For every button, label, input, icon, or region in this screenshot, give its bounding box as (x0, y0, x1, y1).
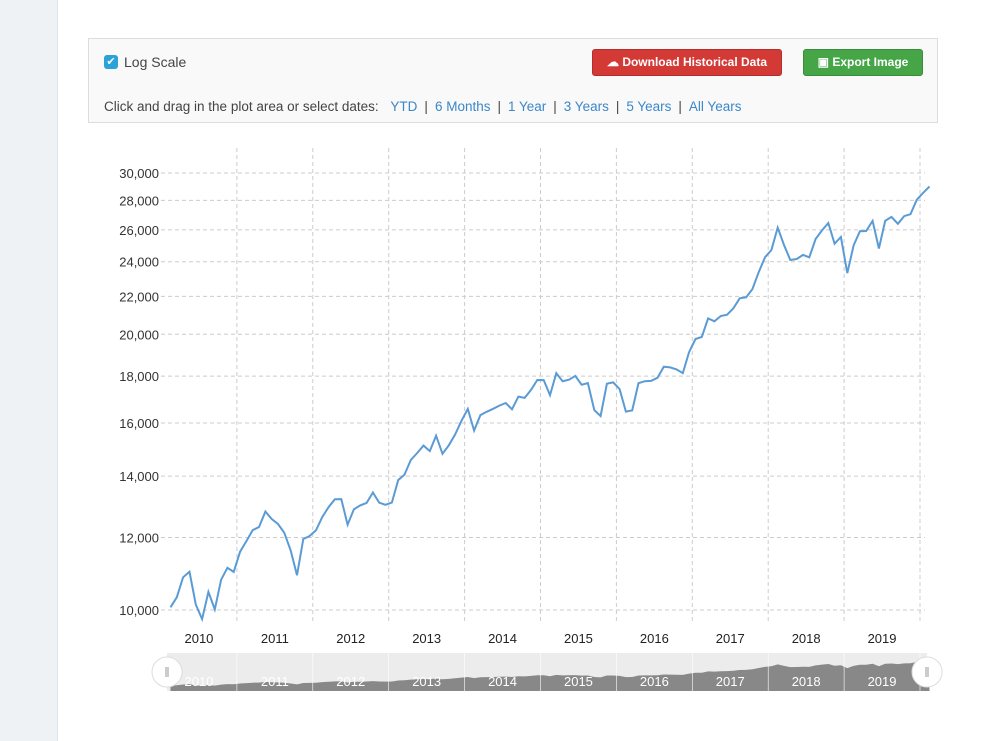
x-tick-label: 2019 (868, 631, 897, 646)
navigator-left-handle[interactable] (151, 656, 183, 688)
x-tick-label: 2018 (792, 631, 821, 646)
range-3-years[interactable]: 3 Years (563, 99, 609, 114)
x-tick-label: 2012 (336, 631, 365, 646)
y-tick-label: 22,000 (119, 289, 159, 304)
x-tick-label: 2011 (261, 631, 289, 646)
y-tick-label: 18,000 (119, 369, 159, 384)
x-tick-label: 2016 (640, 631, 669, 646)
navigator-label: 2013 (412, 674, 441, 689)
cloud-download-icon: ☁ (606, 55, 623, 69)
y-tick-label: 24,000 (119, 255, 159, 270)
navigator-label: 2016 (640, 674, 669, 689)
y-tick-label: 14,000 (119, 469, 159, 484)
left-sidebar-strip (0, 0, 58, 741)
y-tick-label: 16,000 (119, 416, 159, 431)
navigator-label: 2012 (336, 674, 365, 689)
navigator-label: 2017 (716, 674, 745, 689)
y-tick-label: 30,000 (119, 166, 159, 181)
x-tick-label: 2013 (412, 631, 441, 646)
y-tick-label: 12,000 (119, 530, 159, 545)
y-tick-label: 20,000 (119, 327, 159, 342)
navigator-label: 2010 (184, 674, 213, 689)
export-image-button[interactable]: ▣ Export Image (803, 49, 923, 76)
log-scale-checkbox[interactable]: ✔ (104, 55, 118, 69)
chart-controls-panel: ✔ Log Scale ☁ Download Historical Data ▣… (88, 38, 938, 123)
navigator-label: 2014 (488, 674, 517, 689)
navigator-area (170, 660, 930, 691)
log-scale-label: Log Scale (124, 54, 187, 70)
image-icon: ▣ (817, 55, 833, 69)
x-tick-label: 2015 (564, 631, 593, 646)
series-line (169, 185, 931, 623)
x-tick-label: 2010 (184, 631, 213, 646)
x-tick-label: 2014 (488, 631, 517, 646)
range-5-years[interactable]: 5 Years (626, 99, 672, 114)
range-6-months[interactable]: 6 Months (434, 99, 491, 114)
navigator-label: 2018 (792, 674, 821, 689)
x-tick-label: 2017 (716, 631, 745, 646)
y-tick-label: 10,000 (119, 603, 159, 618)
navigator-label: 2011 (261, 674, 289, 689)
navigator-right-handle[interactable] (911, 656, 943, 688)
navigator-label: 2019 (868, 674, 897, 689)
date-range-selector: Click and drag in the plot area or selec… (104, 99, 742, 114)
dates-prompt: Click and drag in the plot area or selec… (104, 99, 379, 114)
y-tick-label: 26,000 (119, 223, 159, 238)
navigator-label: 2015 (564, 674, 593, 689)
range-ytd[interactable]: YTD (390, 99, 418, 114)
range-all-years[interactable]: All Years (688, 99, 742, 114)
range-1-year[interactable]: 1 Year (507, 99, 547, 114)
download-historical-data-button[interactable]: ☁ Download Historical Data (592, 49, 782, 76)
y-tick-label: 28,000 (119, 193, 159, 208)
